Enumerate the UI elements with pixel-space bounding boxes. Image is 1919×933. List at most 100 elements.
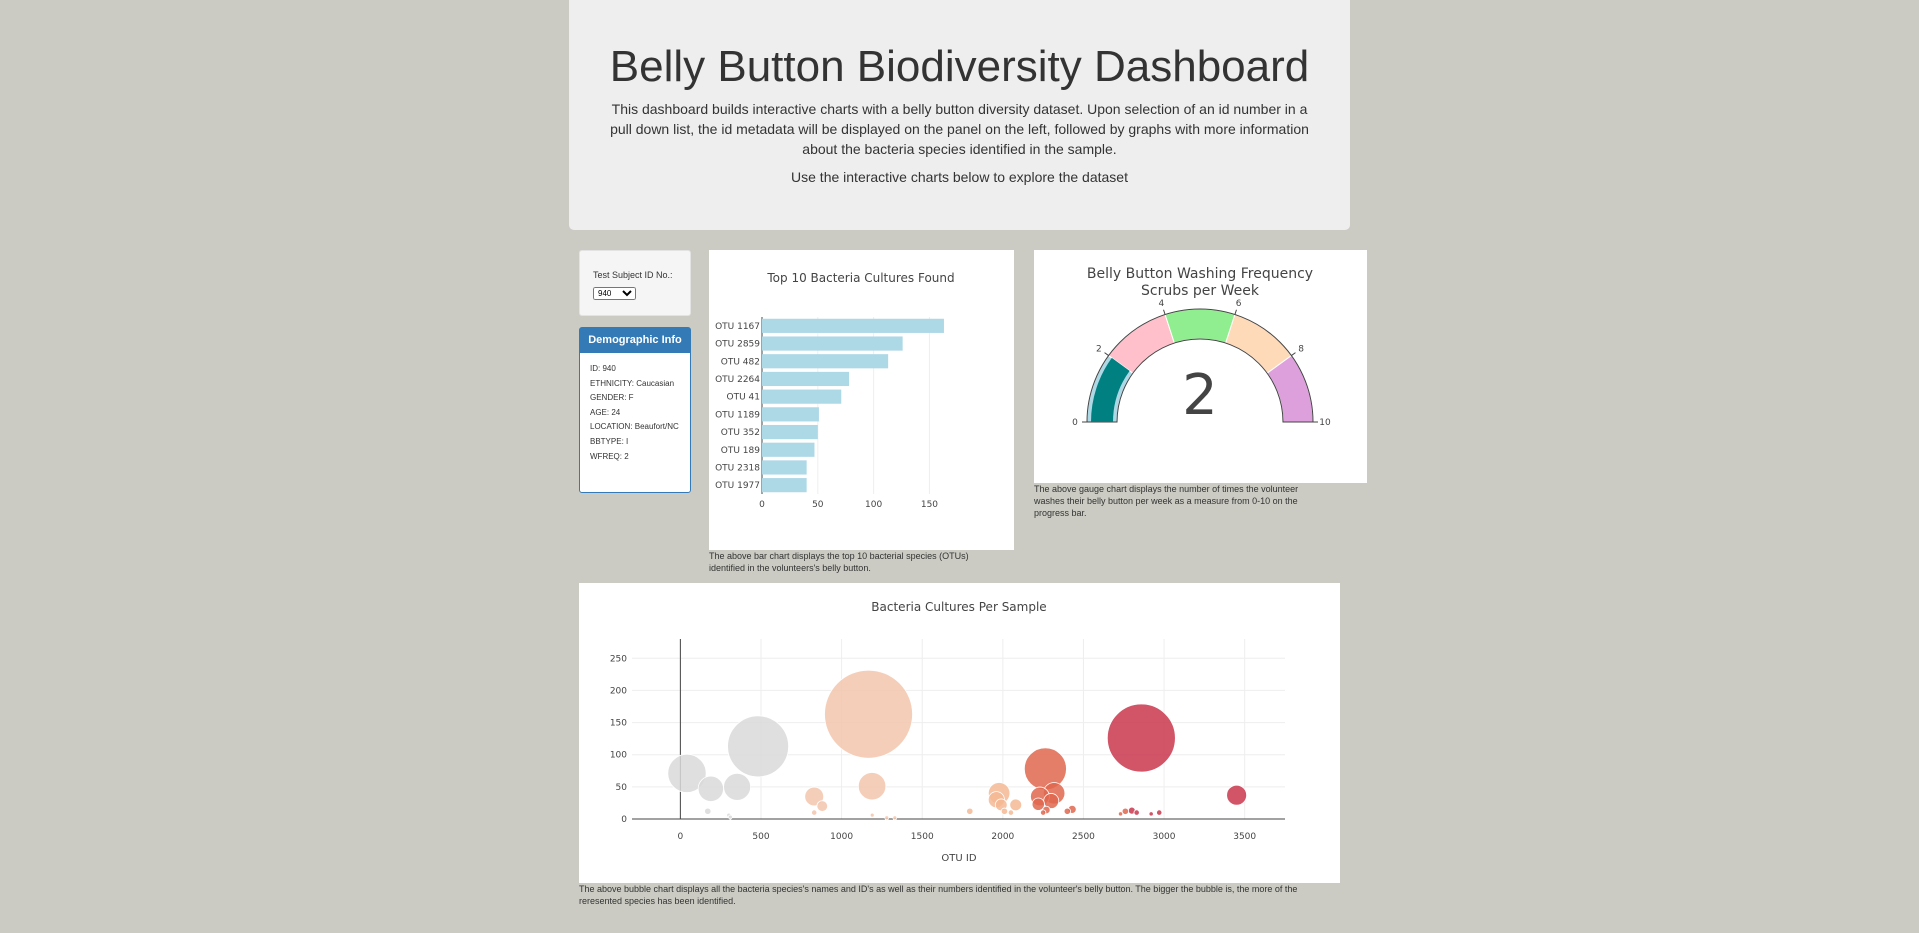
bubble-y-tick-label: 0 [621, 815, 627, 825]
bubble-x-tick-label: 500 [752, 832, 769, 842]
bar-otu-482 [762, 354, 889, 369]
bubble-point [1023, 747, 1067, 791]
bubble-point [1000, 807, 1009, 815]
demo-row-wfreq: WFREQ: 2 [590, 451, 629, 461]
bubble-point [1156, 809, 1163, 816]
bar-otu-2318 [762, 460, 807, 475]
bubble-point [1226, 784, 1248, 806]
gauge-value-bar [1091, 357, 1130, 422]
gauge-tick-label: 0 [1072, 418, 1078, 428]
bubble-point [1121, 807, 1130, 815]
bar-otu-2859 [762, 336, 903, 351]
bar-otu-352 [762, 424, 818, 440]
bubble-point [1106, 703, 1176, 773]
subject-id-dropdown[interactable]: 940 [593, 287, 636, 300]
bubble-point [1117, 811, 1124, 817]
page-subtitle: Use the interactive charts below to expl… [791, 169, 1128, 185]
gauge-chart-card: Belly Button Washing Frequency Scrubs per… [1034, 250, 1367, 483]
gauge-chart-caption: The above gauge chart displays the numbe… [1034, 484, 1299, 518]
bubble-point [727, 814, 733, 820]
bubble-point [667, 753, 707, 793]
bar-y-tick-label: OTU 2264 [715, 375, 760, 385]
bubble-x-tick-label: 3500 [1233, 832, 1256, 842]
demo-row-age: AGE: 24 [590, 407, 621, 417]
bar-x-tick-label: 50 [812, 500, 824, 510]
bubble-point [1031, 797, 1045, 811]
bubble-y-tick-label: 150 [610, 719, 627, 729]
bubble-point [884, 815, 890, 821]
bubble-x-tick-label: 3000 [1153, 832, 1176, 842]
bubble-x-tick-label: 1000 [830, 832, 853, 842]
bar-otu-189 [762, 442, 815, 457]
subject-selector-well: Test Subject ID No.: 940 [579, 250, 691, 316]
bubble-y-tick-label: 250 [610, 654, 627, 664]
bubble-y-tick-label: 200 [610, 686, 627, 696]
bubble-x-axis-title: OTU ID [941, 853, 976, 864]
gauge-tick [1291, 352, 1296, 356]
gauge-tick [1104, 352, 1109, 356]
demo-row-gender: GENDER: F [590, 393, 634, 403]
bar-otu-2264 [762, 371, 850, 387]
bubble-chart[interactable]: Bacteria Cultures Per Sample 0 50 100 150 200… [579, 583, 1340, 883]
bubble-point [1007, 809, 1015, 816]
bubble-point [1148, 811, 1154, 817]
bar-otu-41 [762, 389, 842, 404]
bar-y-tick-label: OTU 1189 [715, 410, 760, 420]
gauge-tick-label: 8 [1298, 345, 1304, 355]
gauge-step-2 [1164, 308, 1236, 344]
bubble-point [816, 800, 829, 812]
gauge-tick-label: 6 [1236, 299, 1242, 309]
bubble-point [892, 815, 898, 821]
bubble-chart-title: Bacteria Cultures Per Sample [871, 600, 1046, 614]
bubble-y-tick-label: 100 [610, 751, 627, 761]
bar-y-tick-label: OTU 352 [721, 428, 760, 438]
bubble-x-tick-label: 2000 [991, 832, 1014, 842]
gauge-tick-label: 10 [1319, 418, 1331, 428]
gauge-subtitle: Scrubs per Week [1141, 283, 1260, 299]
demographic-panel: Demographic Info ID: 940 ETHNICITY: Cauc… [579, 327, 691, 493]
demo-row-ethnicity: ETHNICITY: Caucasian [590, 378, 675, 388]
header-jumbotron: Belly Button Biodiversity Dashboard This… [569, 0, 1350, 230]
bar-y-tick-label: OTU 482 [721, 357, 760, 367]
bar-y-tick-label: OTU 2859 [715, 340, 760, 350]
bar-chart-caption: The above bar chart displays the top 10 … [709, 551, 969, 573]
bar-y-tick-label: OTU 1167 [715, 322, 760, 332]
page-title: Belly Button Biodiversity Dashboard [609, 42, 1310, 91]
bubble-point [1133, 809, 1140, 816]
bar-chart-card: Top 10 Bacteria Cultures Found 0 50 100 150 O… [709, 250, 1014, 550]
bar-otu-1167 [762, 318, 944, 333]
bar-y-tick-label: OTU 189 [721, 446, 760, 456]
bubble-chart-caption: The above bubble chart displays all the … [579, 884, 1298, 906]
bar-otu-1977 [762, 478, 807, 493]
demo-row-location: LOCATION: Beaufort/NC [590, 422, 679, 432]
bubble-point [704, 807, 712, 815]
gauge-tick-label: 4 [1159, 299, 1165, 309]
bubble-x-tick-label: 0 [678, 832, 684, 842]
bar-x-tick-label: 150 [921, 500, 938, 510]
gauge-value-label: 2 [1182, 363, 1218, 428]
gauge-tick-label: 2 [1096, 345, 1102, 355]
bubble-point [1009, 798, 1023, 812]
demo-row-bbtype: BBTYPE: I [590, 437, 629, 447]
bubble-point [966, 807, 974, 815]
bubble-x-tick-label: 1500 [911, 832, 934, 842]
bar-y-tick-label: OTU 41 [727, 393, 760, 403]
bubble-point [824, 669, 913, 759]
page-description: This dashboard builds interactive charts… [610, 101, 1309, 157]
bubble-y-tick-label: 50 [616, 783, 628, 793]
gauge-tick [1234, 309, 1237, 315]
bubble-point [804, 786, 825, 807]
demographic-panel-body: ID: 940 ETHNICITY: Caucasian GENDER: F A… [580, 353, 690, 474]
demo-row-id: ID: 940 [590, 364, 616, 373]
demographic-panel-title: Demographic Info [580, 328, 690, 353]
bubble-point [857, 772, 887, 801]
bubble-chart-card: Bacteria Cultures Per Sample 0 50 100 150 200… [579, 583, 1340, 883]
bubble-point [697, 775, 724, 802]
bubble-point [723, 772, 752, 801]
bar-chart[interactable]: Top 10 Bacteria Cultures Found 0 50 100 150 O… [709, 250, 1014, 550]
bubble-point [727, 715, 789, 778]
gauge-outline [1086, 308, 1314, 423]
bar-y-tick-label: OTU 2318 [715, 463, 760, 473]
bubble-point [811, 809, 818, 816]
